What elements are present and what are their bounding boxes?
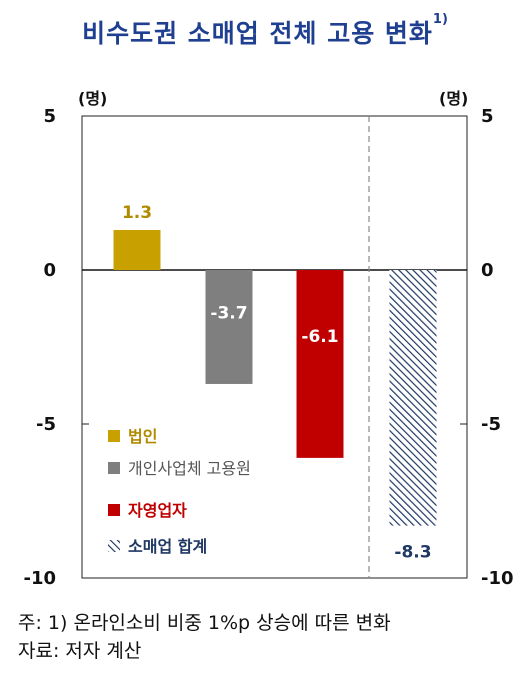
bar-1: [113, 229, 161, 270]
bar-2: [205, 270, 253, 384]
data-label-1: 1.3: [122, 203, 152, 223]
chart-title: 비수도권 소매업 전체 고용 변화1): [0, 12, 530, 50]
plot-area: 5 5 0 0 -5 -5 -10 -10 (명) (명) 1.3 -3.7 -6.1 -8.3 법인개인사…: [23, 89, 513, 589]
y-tick-label-right: 0: [481, 260, 494, 281]
legend-label-2: 개인사업체 고용원: [128, 459, 251, 478]
data-label-4: -8.3: [394, 543, 431, 563]
plot-frame: [81, 115, 468, 579]
legend-marker-2: [108, 462, 120, 474]
y-tick-label-left: 5: [43, 106, 56, 127]
y-tick-label-left: -10: [23, 568, 56, 589]
bar-chart: 5 5 0 0 -5 -5 -10 -10 (명) (명) 1.3 -3.7 -6.1 -8.3 법인개인사…: [23, 89, 513, 589]
bar-4: [389, 270, 437, 526]
title-footnote-marker: 1): [432, 12, 448, 27]
data-label-2: -3.7: [210, 303, 247, 323]
legend-marker-hatched: [108, 540, 120, 552]
data-label-3: -6.1: [301, 327, 338, 347]
footnote: 주: 1) 온라인소비 비중 1%p 상승에 따른 변화: [18, 612, 391, 634]
legend-marker-1: [108, 430, 120, 442]
y-unit-left: (명): [78, 89, 107, 108]
bar-3: [296, 270, 344, 458]
y-tick-label-right: -5: [481, 414, 501, 435]
source-note: 자료: 저자 계산: [18, 640, 142, 662]
y-tick-label-left: 0: [43, 260, 56, 281]
y-unit-right: (명): [439, 89, 468, 108]
legend-label-1: 법인: [128, 427, 157, 446]
legend-marker-3: [108, 504, 120, 516]
legend-label-3: 자영업자: [128, 501, 187, 520]
y-tick-label-left: -5: [36, 414, 56, 435]
legend-label-4: 소매업 합계: [128, 537, 207, 556]
chart-title-text: 비수도권 소매업 전체 고용 변화: [82, 19, 433, 48]
y-tick-label-right: -10: [481, 568, 514, 589]
y-tick-label-right: 5: [481, 106, 494, 127]
